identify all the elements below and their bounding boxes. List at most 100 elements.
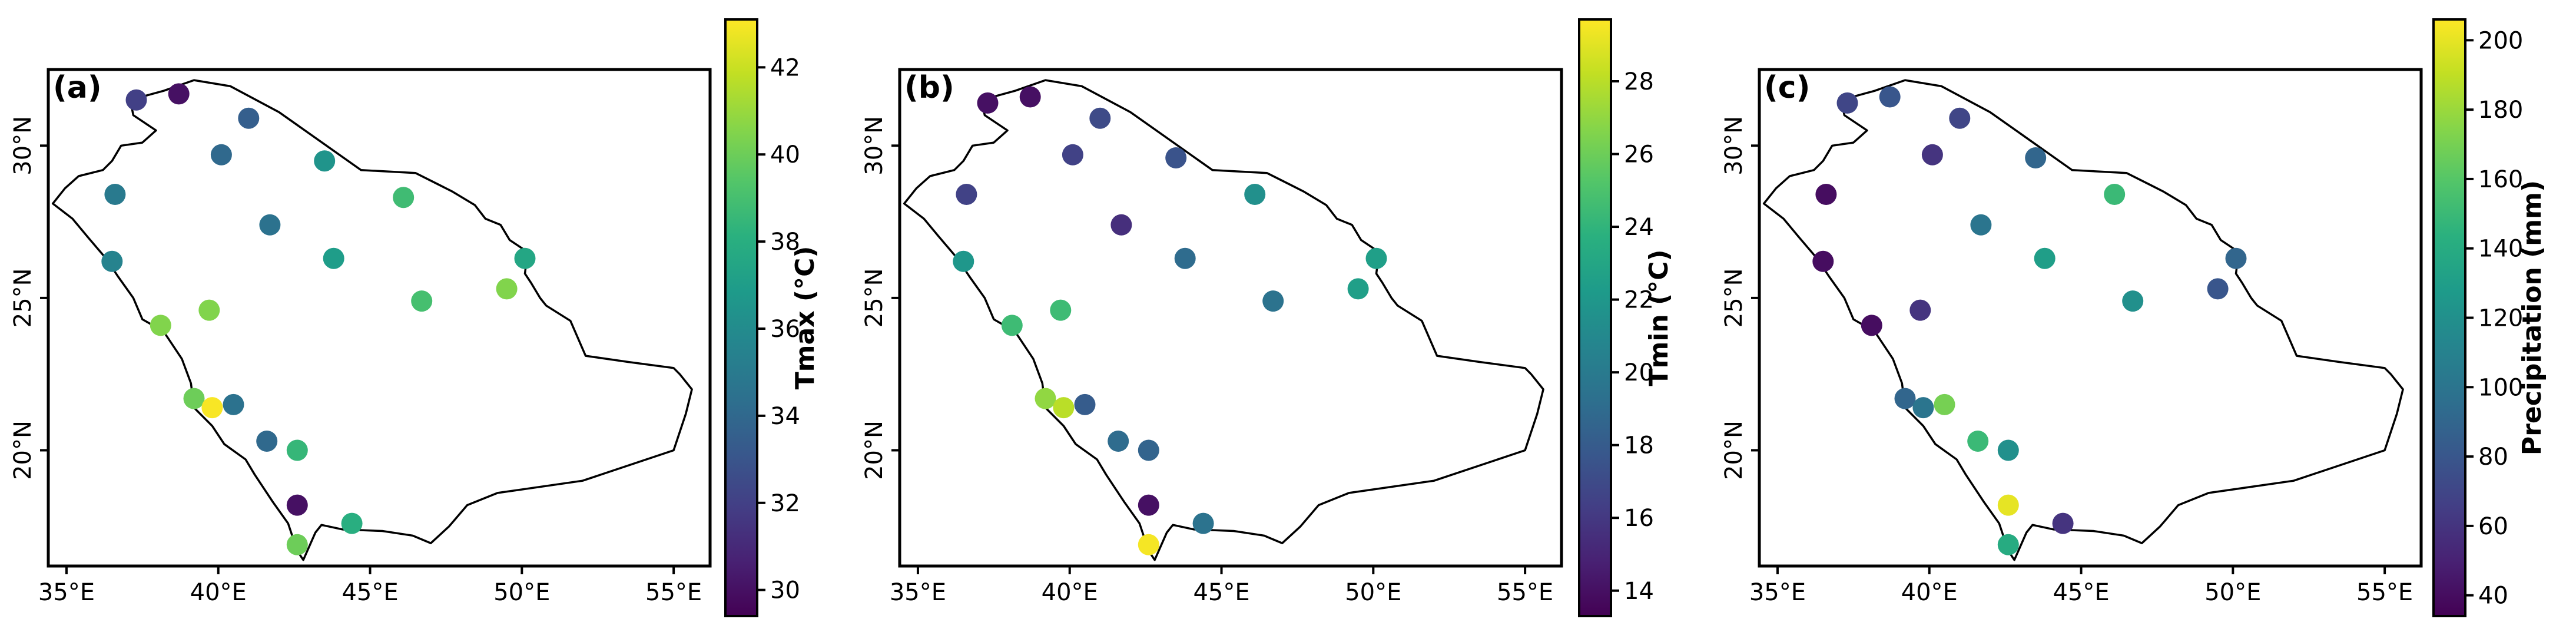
colorbar-tick-label: 18 — [1624, 432, 1654, 459]
y-tick-label: 25°N — [1720, 268, 1748, 327]
station-marker — [1812, 250, 1834, 272]
map-frame — [47, 68, 712, 568]
station-marker — [323, 247, 344, 269]
station-marker — [1174, 247, 1196, 269]
station-marker — [125, 89, 147, 111]
country-boundary — [1762, 79, 2404, 561]
colorbar-tick-label: 200 — [2478, 27, 2523, 54]
x-tick-label: 40°E — [190, 579, 247, 606]
station-marker — [2025, 147, 2047, 168]
station-marker — [514, 247, 536, 269]
station-marker — [168, 83, 190, 105]
station-marker — [1019, 86, 1041, 108]
y-tick-label: 20°N — [1720, 421, 1748, 480]
station-marker — [1138, 534, 1159, 555]
station-marker — [1861, 315, 1882, 336]
colorbar-tick-label: 16 — [1624, 505, 1654, 532]
station-marker — [2207, 278, 2229, 300]
map-panel-c: (c) 35°E 40°E 45°E 50°E 55°E 20°N 25°N 30°N 40 60 8… — [1720, 18, 2547, 617]
colorbar-title: Tmax (°C) — [790, 246, 820, 390]
station-marker — [286, 534, 308, 555]
station-marker — [2034, 247, 2056, 269]
map-frame — [898, 68, 1563, 568]
map-frame-background — [1759, 70, 2421, 566]
station-marker — [977, 92, 999, 114]
panel-label: (b) — [904, 70, 954, 105]
station-marker — [1347, 278, 1369, 300]
y-tick-label: 20°N — [861, 421, 888, 480]
map-frame — [1758, 68, 2423, 568]
station-marker — [1192, 512, 1214, 534]
colorbar-tick-label: 14 — [1624, 578, 1654, 605]
station-marker — [1165, 147, 1187, 168]
y-tick-label: 20°N — [9, 421, 37, 480]
station-marker — [1997, 534, 2019, 555]
y-tick-label: 25°N — [861, 268, 888, 327]
country-boundary — [903, 79, 1544, 561]
colorbar-tick-label: 26 — [1624, 141, 1654, 168]
station-marker — [256, 431, 278, 452]
x-tick-label: 55°E — [1497, 579, 1553, 606]
station-marker — [1967, 431, 1989, 452]
colorbar — [724, 18, 758, 617]
station-marker — [953, 250, 974, 272]
station-marker — [2104, 184, 2126, 205]
colorbar-tick-label: 140 — [2478, 236, 2523, 263]
station-marker — [238, 107, 260, 129]
colorbar — [2432, 18, 2466, 617]
station-marker — [1970, 214, 1992, 236]
station-marker — [183, 388, 205, 409]
colorbar — [1578, 18, 1612, 617]
station-marker — [1262, 290, 1284, 312]
station-marker — [210, 144, 232, 166]
station-marker — [393, 187, 415, 209]
panel-label: (c) — [1764, 70, 1810, 105]
colorbar-tick-label: 34 — [770, 403, 800, 430]
colorbar-tick-label: 180 — [2478, 97, 2523, 124]
station-marker — [1879, 86, 1901, 108]
colorbar-tick-label: 100 — [2478, 374, 2523, 401]
station-marker — [314, 150, 336, 172]
colorbar-tick-label: 22 — [1624, 287, 1654, 314]
x-tick-label: 45°E — [342, 579, 398, 606]
station-marker — [1138, 494, 1159, 516]
station-marker — [1934, 393, 1955, 415]
station-marker — [1244, 184, 1266, 205]
y-tick-label: 30°N — [861, 116, 888, 176]
station-marker — [259, 214, 281, 236]
country-boundary — [51, 79, 693, 561]
station-marker — [1089, 107, 1111, 129]
colorbar-title: Tmin (°C) — [1644, 249, 1674, 386]
map-panel-a: (a) 35°E 40°E 45°E 50°E 55°E 20°N 25°N 30°N 30 32 3… — [9, 18, 820, 617]
x-tick-label: 50°E — [1345, 579, 1401, 606]
x-tick-label: 40°E — [1901, 579, 1958, 606]
y-tick-label: 30°N — [9, 116, 37, 176]
station-marker — [104, 184, 126, 205]
panel-label: (a) — [53, 70, 102, 105]
station-marker — [1836, 92, 1858, 114]
x-tick-label: 50°E — [493, 579, 550, 606]
colorbar-title: Precipitation (mm) — [2517, 180, 2547, 455]
station-marker — [1997, 494, 2019, 516]
x-tick-label: 55°E — [645, 579, 702, 606]
station-marker — [101, 250, 123, 272]
y-tick-label: 25°N — [9, 268, 37, 327]
station-marker — [198, 299, 220, 321]
station-marker — [1138, 439, 1159, 461]
colorbar-tick-label: 28 — [1624, 68, 1654, 95]
station-marker — [341, 512, 363, 534]
station-marker — [411, 290, 433, 312]
colorbar-tick-label: 40 — [770, 141, 800, 168]
map-frame-background — [900, 70, 1561, 566]
x-tick-label: 35°E — [1749, 579, 1806, 606]
station-marker — [1365, 247, 1387, 269]
x-tick-label: 55°E — [2356, 579, 2413, 606]
x-tick-label: 40°E — [1042, 579, 1098, 606]
station-marker — [1053, 397, 1075, 419]
colorbar-tick-label: 36 — [770, 316, 800, 343]
station-marker — [1894, 388, 1916, 409]
map-frame-background — [48, 70, 710, 566]
station-marker — [1912, 397, 1934, 419]
x-tick-label: 35°E — [38, 579, 95, 606]
